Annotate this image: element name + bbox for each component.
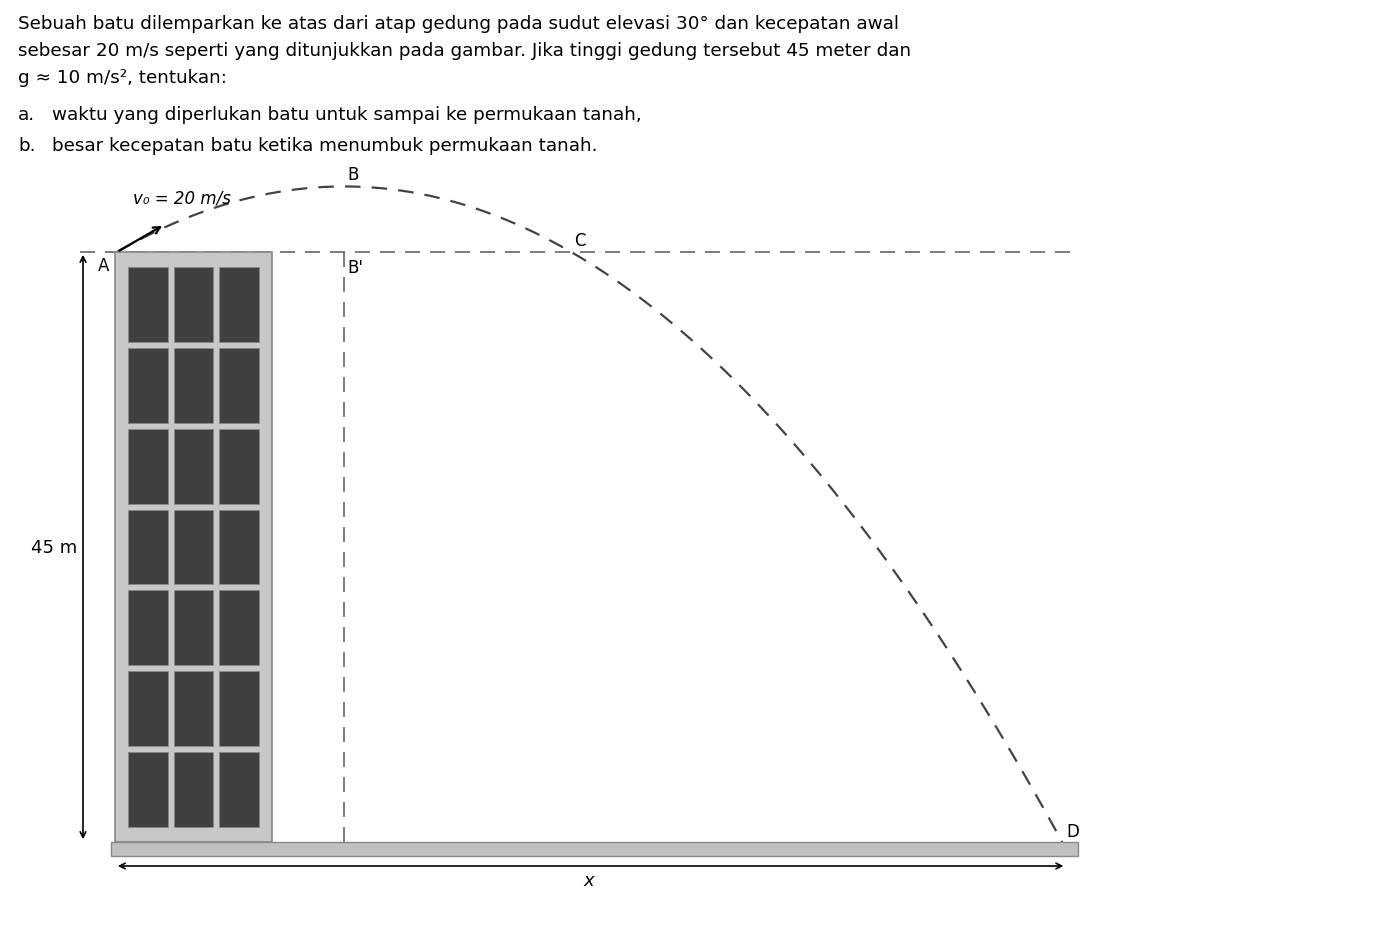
Bar (173, 268, 213, 343)
Bar (173, 671, 213, 747)
Bar (220, 348, 260, 423)
Text: waktu yang diperlukan batu untuk sampai ke permukaan tanah,: waktu yang diperlukan batu untuk sampai … (52, 106, 642, 124)
Bar (173, 510, 213, 585)
Text: B': B' (348, 259, 363, 277)
Text: 45 m: 45 m (30, 538, 77, 556)
Text: B: B (348, 166, 359, 184)
Bar (128, 752, 168, 827)
Text: besar kecepatan batu ketika menumbuk permukaan tanah.: besar kecepatan batu ketika menumbuk per… (52, 137, 598, 155)
Bar (173, 430, 213, 504)
Text: C: C (574, 232, 585, 250)
Text: Sebuah batu dilemparkan ke atas dari atap gedung pada sudut elevasi 30° dan kece: Sebuah batu dilemparkan ke atas dari ata… (18, 15, 899, 33)
Bar (220, 752, 260, 827)
Text: x: x (584, 871, 594, 889)
Bar (220, 510, 260, 585)
Bar (128, 268, 168, 343)
Bar (128, 671, 168, 747)
Text: a.: a. (18, 106, 36, 124)
Bar (128, 430, 168, 504)
Text: A: A (98, 257, 109, 275)
Text: sebesar 20 m/s seperti yang ditunjukkan pada gambar. Jika tinggi gedung tersebut: sebesar 20 m/s seperti yang ditunjukkan … (18, 42, 911, 59)
Bar (128, 510, 168, 585)
Bar (111, 842, 1079, 856)
Text: v₀ = 20 m/s: v₀ = 20 m/s (133, 190, 231, 208)
Bar (220, 268, 260, 343)
Bar (128, 591, 168, 666)
Text: g ≈ 10 m/s², tentukan:: g ≈ 10 m/s², tentukan: (18, 69, 227, 87)
Text: b.: b. (18, 137, 36, 155)
Bar (115, 253, 272, 842)
Bar (220, 430, 260, 504)
Bar (173, 752, 213, 827)
Bar (173, 348, 213, 423)
Bar (128, 348, 168, 423)
Text: D: D (1066, 822, 1079, 840)
Bar (220, 671, 260, 747)
Bar (173, 591, 213, 666)
Bar (220, 591, 260, 666)
